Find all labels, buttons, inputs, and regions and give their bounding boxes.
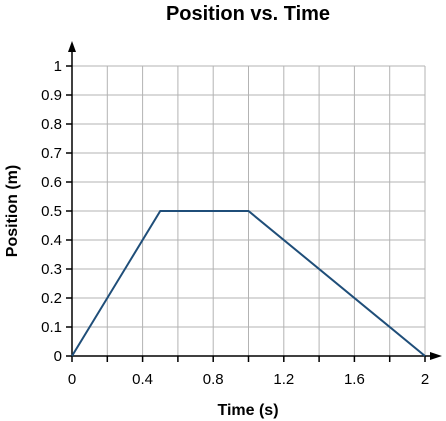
chart-title: Position vs. Time xyxy=(166,3,330,25)
y-tick-label: 0.5 xyxy=(41,203,62,220)
x-tick-label: 1.6 xyxy=(344,371,365,388)
x-tick-label: 1.2 xyxy=(273,371,294,388)
y-tick-label: 0.8 xyxy=(41,116,62,133)
y-tick-label: 0 xyxy=(54,348,62,365)
x-tick-label: 0.4 xyxy=(132,371,153,388)
y-tick-label: 0.3 xyxy=(41,261,62,278)
series-line xyxy=(71,210,426,357)
y-axis-arrow-icon xyxy=(68,41,76,52)
x-tick-label: 0.8 xyxy=(203,371,224,388)
y-axis-label: Position (m) xyxy=(4,165,21,257)
y-tick-label: 0.1 xyxy=(41,319,62,336)
x-tick-label: 2 xyxy=(421,371,429,388)
y-tick-label: 0.2 xyxy=(41,290,62,307)
y-tick-label: 0.4 xyxy=(41,232,62,249)
series-group xyxy=(71,210,426,357)
axes xyxy=(68,41,442,360)
x-tick-label: 0 xyxy=(68,371,76,388)
grid-lines xyxy=(72,65,426,356)
x-axis-arrow-icon xyxy=(430,352,442,360)
x-axis-label: Time (s) xyxy=(217,402,278,419)
y-tick-label: 1 xyxy=(54,58,62,75)
y-tick-label: 0.6 xyxy=(41,174,62,191)
ticks: 0 0.4 0.8 1.2 1.6 2 0 0.1 0.2 0.3 0.4 0.5 0.6 0.7 0.8 0… xyxy=(41,58,429,388)
y-tick-label: 0.9 xyxy=(41,87,62,104)
y-tick-label: 0.7 xyxy=(41,145,62,162)
